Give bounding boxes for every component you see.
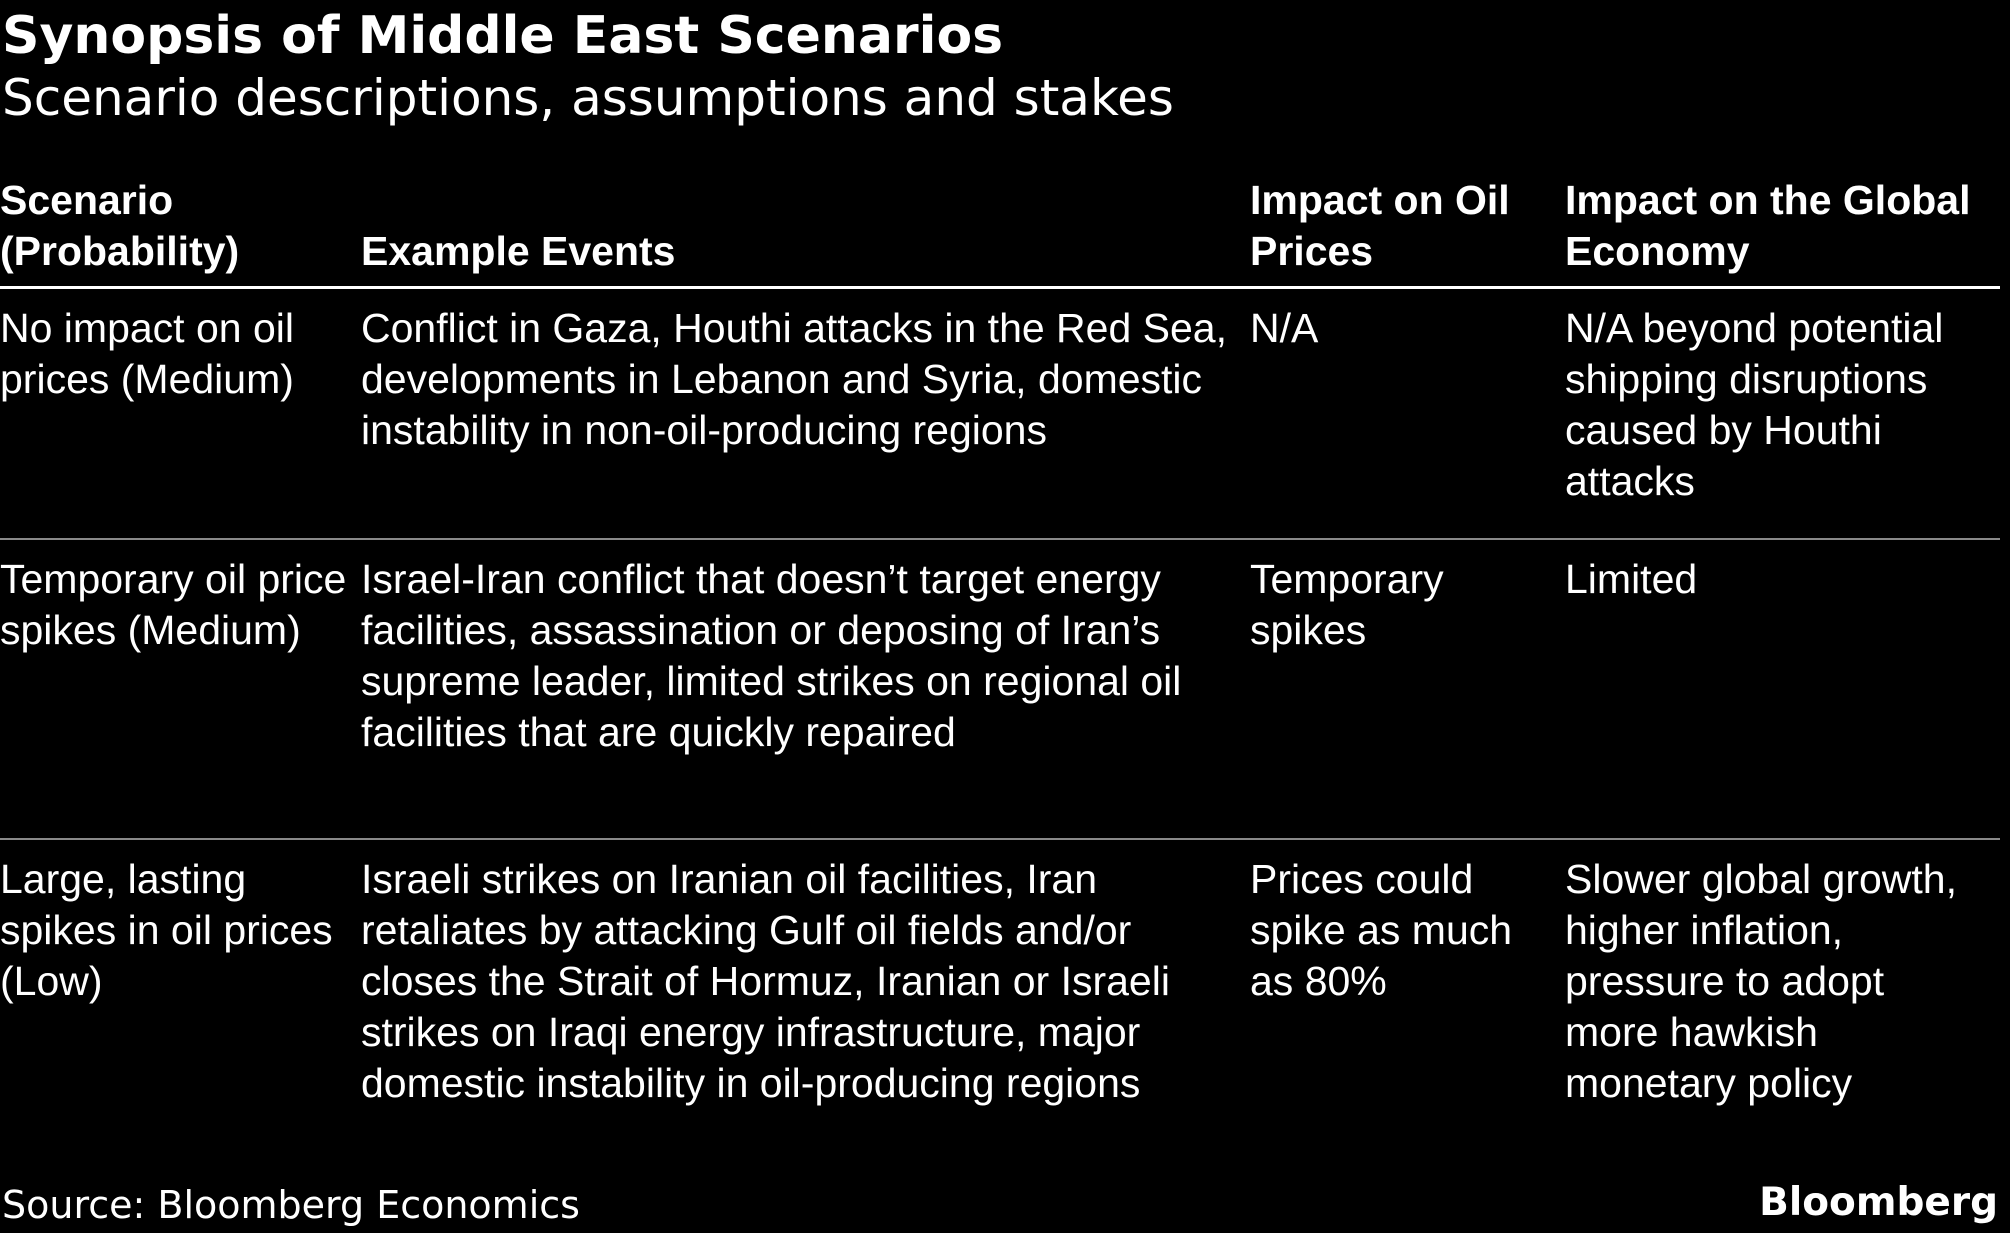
table-cell-oil-impact: Prices could spike as much as 80%: [1250, 856, 1513, 1004]
column-header-example-events: Example Events: [361, 228, 676, 274]
table-header-row: Scenario (Probability) Example Events Im…: [0, 168, 2000, 289]
table-cell-oil-impact: N/A: [1250, 305, 1319, 351]
chart-subtitle: Scenario descriptions, assumptions and s…: [2, 69, 1174, 127]
table-row: No impact on oil prices (Medium) Conflic…: [0, 289, 2000, 540]
table-cell-scenario: No impact on oil prices (Medium): [0, 305, 294, 402]
column-header-global-impact: Impact on the Global Economy: [1565, 177, 1971, 274]
column-header-oil-impact: Impact on Oil Prices: [1250, 177, 1510, 274]
source-note: Source: Bloomberg Economics: [2, 1183, 580, 1227]
table-cell-example-events: Israeli strikes on Iranian oil facilitie…: [361, 856, 1170, 1106]
table-cell-global-impact: Slower global growth, higher inflation, …: [1565, 856, 1957, 1106]
table-cell-global-impact: Limited: [1565, 556, 1698, 602]
table-cell-global-impact: N/A beyond potential shipping disruption…: [1565, 305, 1944, 504]
table-cell-scenario: Large, lasting spikes in oil prices (Low…: [0, 856, 333, 1004]
bloomberg-logo: Bloomberg: [1759, 1180, 1998, 1225]
table-cell-scenario: Temporary oil price spikes (Medium): [0, 556, 347, 653]
scenario-table: Scenario (Probability) Example Events Im…: [0, 168, 2000, 1184]
column-header-scenario: Scenario (Probability): [0, 177, 240, 274]
table-cell-example-events: Conflict in Gaza, Houthi attacks in the …: [361, 305, 1228, 453]
table-cell-oil-impact: Temporary spikes: [1250, 556, 1444, 653]
table-row: Large, lasting spikes in oil prices (Low…: [0, 840, 2000, 1184]
table-cell-example-events: Israel-Iran conflict that doesn’t target…: [361, 556, 1182, 755]
chart-title: Synopsis of Middle East Scenarios: [2, 6, 1004, 66]
table-row: Temporary oil price spikes (Medium) Isra…: [0, 540, 2000, 840]
